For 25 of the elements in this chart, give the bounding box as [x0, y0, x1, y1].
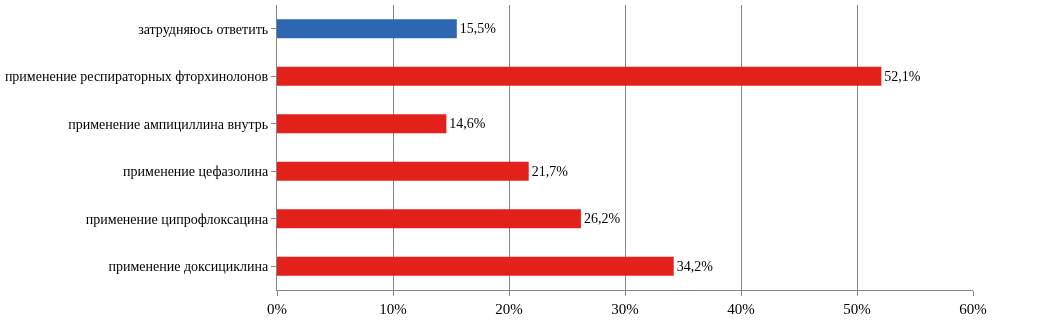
bar	[277, 114, 447, 134]
x-tick-label: 40%	[727, 301, 755, 317]
data-label: 26,2%	[583, 211, 621, 227]
y-tick-label: затрудняюсь ответить	[138, 21, 269, 37]
data-label: 21,7%	[531, 163, 569, 179]
data-label: 15,5%	[459, 21, 497, 37]
x-tick-label: 0%	[267, 301, 287, 317]
x-tick-label: 60%	[959, 301, 987, 317]
data-label: 14,6%	[449, 116, 486, 132]
data-label: 52,1%	[884, 68, 921, 84]
y-tick-label: применение цефазолина	[123, 164, 269, 180]
y-tick-label: применение доксициклина	[108, 259, 269, 275]
x-tick-label: 20%	[495, 301, 523, 317]
bar	[277, 161, 529, 181]
x-tick-label: 30%	[611, 301, 639, 317]
y-tick-label: применение ампициллина внутрь	[68, 116, 269, 132]
bar	[277, 256, 674, 276]
bar	[277, 19, 457, 39]
bar	[277, 66, 882, 86]
y-tick-label: применение респираторных фторхинолонов	[4, 69, 269, 85]
x-tick-label: 50%	[843, 301, 871, 317]
y-tick-label: применение ципрофлоксацина	[85, 211, 269, 227]
x-tick-label: 10%	[379, 301, 407, 317]
data-label: 34,2%	[676, 258, 714, 274]
bar	[277, 209, 581, 229]
